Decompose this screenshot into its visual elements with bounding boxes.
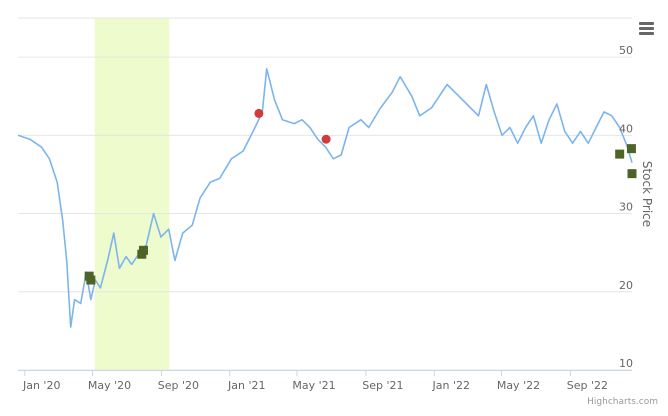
buy-marker	[626, 144, 636, 154]
y-axis-title: Stock Price	[640, 161, 654, 227]
y-tick-label: 20	[619, 279, 633, 292]
x-tick-label: Sep '20	[158, 379, 199, 392]
x-tick-label: Jan '22	[432, 379, 470, 392]
y-tick-label: 40	[619, 122, 633, 135]
buy-marker	[615, 149, 625, 159]
buy-marker	[86, 275, 96, 285]
x-tick-label: Sep '22	[567, 379, 608, 392]
y-tick-label: 30	[619, 201, 633, 214]
x-tick-label: Jan '21	[227, 379, 265, 392]
sell-marker	[254, 108, 264, 118]
price-line	[17, 68, 633, 328]
x-tick-label: May '21	[292, 379, 335, 392]
x-tick-label: May '22	[497, 379, 540, 392]
hamburger-menu-icon[interactable]	[634, 18, 660, 40]
x-tick-label: May '20	[88, 379, 131, 392]
sell-marker	[321, 134, 331, 144]
y-tick-label: 50	[619, 44, 633, 57]
buy-marker	[627, 169, 637, 179]
credits-link[interactable]: Highcharts.com	[587, 397, 658, 407]
buy-marker	[138, 245, 148, 255]
x-tick-label: Sep '21	[362, 379, 403, 392]
y-tick-label: 10	[619, 357, 633, 370]
x-tick-label: Jan '20	[22, 379, 60, 392]
highlight-band	[94, 18, 170, 370]
